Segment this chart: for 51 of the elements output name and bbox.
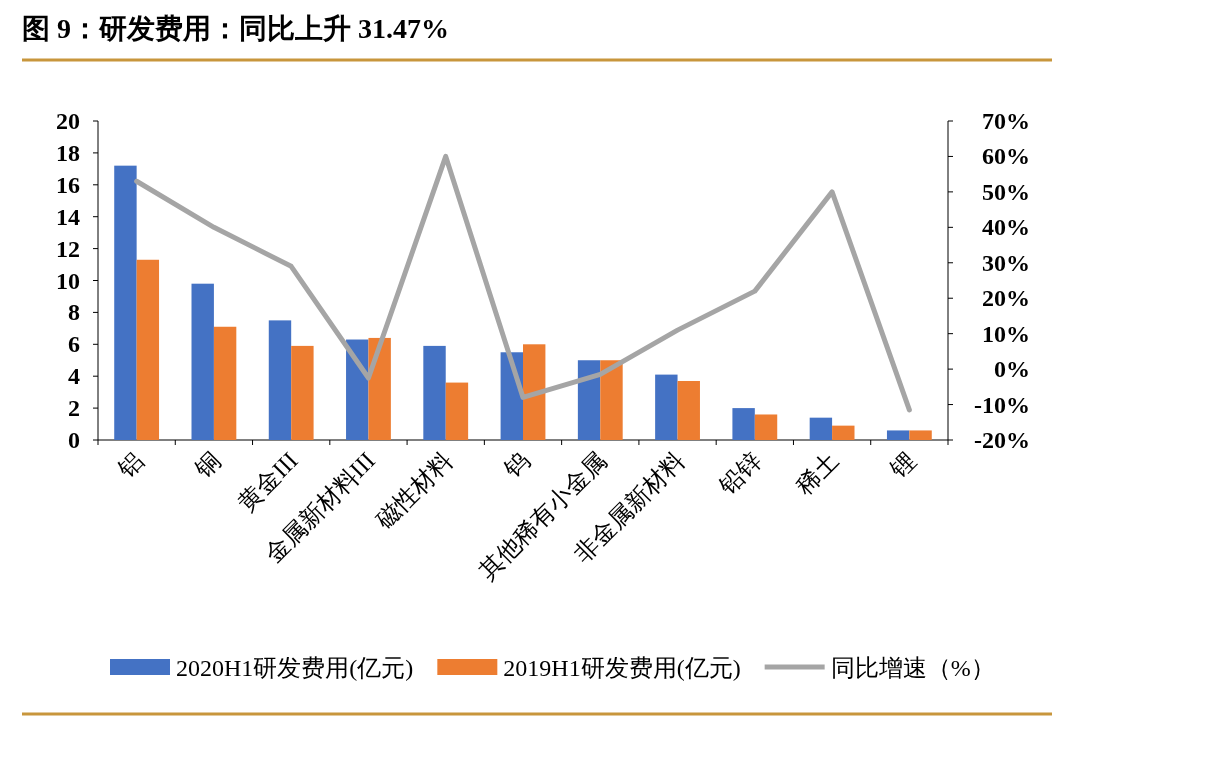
x-tick-label: 稀土 xyxy=(791,447,844,500)
x-tick-label: 锂 xyxy=(884,447,921,484)
chart-title: 图 9：研发费用：同比上升 31.47% xyxy=(22,13,449,44)
bar xyxy=(423,345,446,440)
bar xyxy=(268,320,292,440)
y2-tick-label: 50% xyxy=(982,178,1030,205)
y-tick-label: 14 xyxy=(56,203,80,230)
legend-label: 2020H1研发费用(亿元) xyxy=(176,655,414,681)
x-tick-label: 铝 xyxy=(112,447,149,484)
y2-tick-label: 30% xyxy=(982,249,1030,276)
bar xyxy=(213,326,237,440)
bar xyxy=(655,374,678,440)
bar xyxy=(832,425,855,440)
bar xyxy=(191,283,214,440)
y-tick-label: 6 xyxy=(68,331,80,358)
y2-tick-label: -20% xyxy=(974,427,1030,453)
legend-label: 同比增速（%） xyxy=(830,655,995,681)
y2-tick-label: -10% xyxy=(974,391,1030,418)
bar xyxy=(577,360,601,440)
bar xyxy=(523,344,546,440)
y-tick-label: 16 xyxy=(56,171,80,198)
bar xyxy=(886,430,910,440)
bar xyxy=(732,408,755,440)
bar xyxy=(136,259,160,440)
y-tick-label: 4 xyxy=(68,363,80,390)
y-tick-label: 8 xyxy=(68,299,80,326)
bar xyxy=(809,417,833,440)
y-tick-label: 18 xyxy=(56,139,80,166)
bar xyxy=(909,430,932,440)
bar xyxy=(754,414,778,440)
y-tick-label: 12 xyxy=(56,235,80,262)
bar xyxy=(114,165,137,440)
x-tick-label: 铜 xyxy=(189,447,226,484)
y-tick-label: 20 xyxy=(56,108,80,134)
y-tick-label: 2 xyxy=(68,395,80,422)
y-tick-label: 10 xyxy=(56,267,80,294)
bar xyxy=(677,380,700,440)
x-tick-label: 铅锌 xyxy=(713,447,767,501)
x-tick-label: 钨 xyxy=(498,447,535,484)
y2-tick-label: 40% xyxy=(982,214,1030,241)
y2-tick-label: 10% xyxy=(982,320,1030,347)
bar xyxy=(291,345,314,440)
bar xyxy=(600,360,623,440)
legend-label: 2019H1研发费用(亿元) xyxy=(503,655,741,681)
y2-tick-label: 60% xyxy=(982,143,1030,170)
bar xyxy=(368,337,391,440)
y2-tick-label: 0% xyxy=(994,356,1030,383)
bar xyxy=(445,382,469,440)
y2-tick-label: 70% xyxy=(982,108,1030,134)
y-tick-label: 0 xyxy=(68,427,80,453)
y2-tick-label: 20% xyxy=(982,285,1030,312)
